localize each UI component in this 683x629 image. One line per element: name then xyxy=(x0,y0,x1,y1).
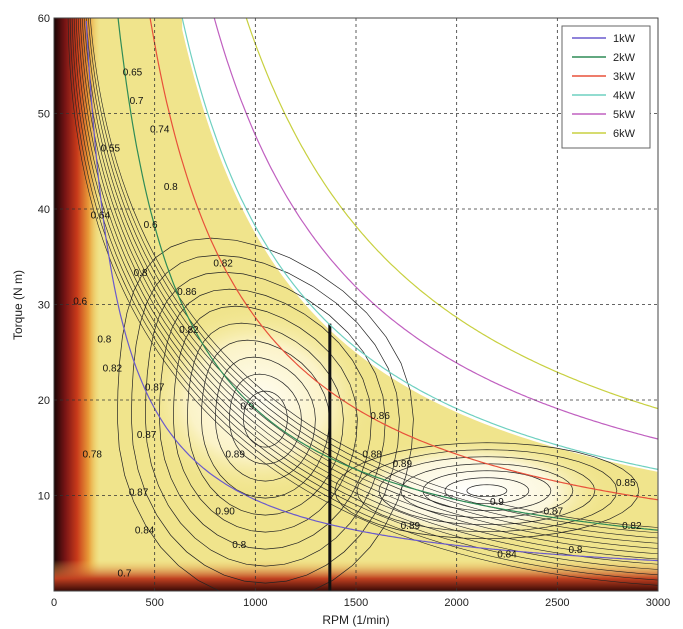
y-tick-label: 50 xyxy=(38,109,50,121)
efficiency-contour xyxy=(131,254,400,584)
contour-label: 0.6 xyxy=(144,220,158,231)
efficiency-contour xyxy=(173,305,358,533)
contour-label: 0.55 xyxy=(101,144,121,155)
contour-label: 0.9 xyxy=(240,402,254,413)
legend: 1kW 2kW 3kW 4kW 5kW 6kW xyxy=(561,25,651,149)
contour-label: 0.86 xyxy=(370,411,390,422)
efficiency-contour xyxy=(444,477,530,505)
x-tick-label: 3000 xyxy=(646,597,670,609)
contour-label: 0.89 xyxy=(393,459,413,470)
contour-label: 0.9 xyxy=(490,497,504,508)
contour-label: 0.84 xyxy=(135,526,155,537)
contour-label: 0.87 xyxy=(129,488,149,499)
x-axis-label: RPM (1/min) xyxy=(322,613,389,627)
x-tick-label: 0 xyxy=(51,597,57,609)
efficiency-contour xyxy=(73,18,658,570)
contour-label: 0.89 xyxy=(401,521,421,532)
contour-label: 0.7 xyxy=(130,96,144,107)
efficiency-contour xyxy=(243,390,288,448)
contour-labels: 0.65 0.7 0.74 0.55 0.8 0.64 0.6 0.82 0.8 0.86 0.6 0… xyxy=(73,67,642,579)
y-axis-label: Torque (N m) xyxy=(11,270,25,340)
x-axis-ticks: 0 500 1000 1500 2000 2500 3000 xyxy=(51,597,670,609)
contour-label: 0.82 xyxy=(103,363,123,374)
power-curve-6kW xyxy=(245,18,658,410)
efficiency-contour xyxy=(159,288,372,550)
efficiency-contour xyxy=(75,18,658,565)
contour-label: 0.84 xyxy=(497,550,517,561)
legend-label-6kW: 6kW xyxy=(613,128,636,140)
y-tick-label: 10 xyxy=(38,491,50,503)
contour-label: 0.65 xyxy=(123,67,143,78)
x-tick-label: 500 xyxy=(145,597,163,609)
power-curve-4kW xyxy=(181,18,658,470)
x-tick-label: 1500 xyxy=(344,597,368,609)
power-curves xyxy=(85,18,658,562)
efficiency-contour xyxy=(356,449,618,533)
contour-label: 0.82 xyxy=(213,258,233,269)
contour-label: 0.86 xyxy=(177,287,197,298)
efficiency-contour xyxy=(215,356,316,482)
y-tick-label: 30 xyxy=(38,300,50,312)
contour-label: 0.8 xyxy=(134,268,148,279)
contour-label: 0.8 xyxy=(569,545,583,556)
contour-label: 0.82 xyxy=(622,521,642,532)
efficiency-contour xyxy=(85,18,658,539)
power-curve-1kW xyxy=(85,20,658,562)
plot-border xyxy=(53,17,659,592)
contour-label: 0.78 xyxy=(83,449,103,460)
contour-label: 0.74 xyxy=(150,125,170,136)
contour-label: 0.7 xyxy=(118,569,132,580)
legend-label-2kW: 2kW xyxy=(613,52,636,64)
contour-label: 0.8 xyxy=(232,540,246,551)
power-curve-5kW xyxy=(213,18,658,440)
efficiency-peak-high-speed xyxy=(330,437,610,547)
legend-label-1kW: 1kW xyxy=(613,33,636,45)
efficiency-contour xyxy=(145,271,386,567)
contour-label: 0.88 xyxy=(362,449,382,460)
legend-box xyxy=(561,25,651,149)
contour-label: 0.82 xyxy=(179,325,199,336)
efficiency-contours xyxy=(67,18,658,591)
contour-label: 0.8 xyxy=(164,182,178,193)
efficiency-contour xyxy=(87,18,658,534)
contour-label: 0.87 xyxy=(145,382,165,393)
efficiency-contour xyxy=(187,322,344,516)
contour-label: 0.87 xyxy=(544,507,564,518)
contour-label: 0.90 xyxy=(215,507,235,518)
plot-area: 0.65 0.7 0.74 0.55 0.8 0.64 0.6 0.82 0.8 0.86 0.6 0… xyxy=(53,17,659,592)
y-axis-ticks: 10 20 30 40 50 60 xyxy=(38,13,50,503)
y-tick-label: 20 xyxy=(38,395,50,407)
efficiency-contour xyxy=(81,18,658,549)
efficiency-contour xyxy=(83,18,658,544)
efficiency-contour xyxy=(79,18,658,555)
efficiency-contour xyxy=(71,18,658,576)
x-tick-label: 2500 xyxy=(545,597,569,609)
contour-label: 0.89 xyxy=(225,449,245,460)
y-tick-label: 60 xyxy=(38,13,50,25)
power-curve-2kW xyxy=(117,18,658,531)
efficiency-contour xyxy=(89,18,658,528)
power-curve-3kW xyxy=(149,18,658,501)
legend-label-4kW: 4kW xyxy=(613,90,636,102)
contour-label: 0.87 xyxy=(137,430,157,441)
contour-label: 0.6 xyxy=(73,297,87,308)
efficiency-contour xyxy=(229,373,302,465)
efficiency-contour xyxy=(466,484,508,498)
efficiency-contour xyxy=(378,456,596,526)
legend-label-3kW: 3kW xyxy=(613,71,636,83)
contour-label: 0.85 xyxy=(616,478,636,489)
legend-label-5kW: 5kW xyxy=(613,109,636,121)
contour-label: 0.8 xyxy=(97,335,111,346)
contour-label: 0.64 xyxy=(91,211,111,222)
x-tick-label: 1000 xyxy=(243,597,267,609)
y-tick-label: 40 xyxy=(38,204,50,216)
efficiency-contour xyxy=(69,18,658,581)
efficiency-contour xyxy=(67,18,658,586)
efficiency-contour xyxy=(117,237,414,591)
grid-lines xyxy=(54,18,658,591)
x-tick-label: 2000 xyxy=(444,597,468,609)
